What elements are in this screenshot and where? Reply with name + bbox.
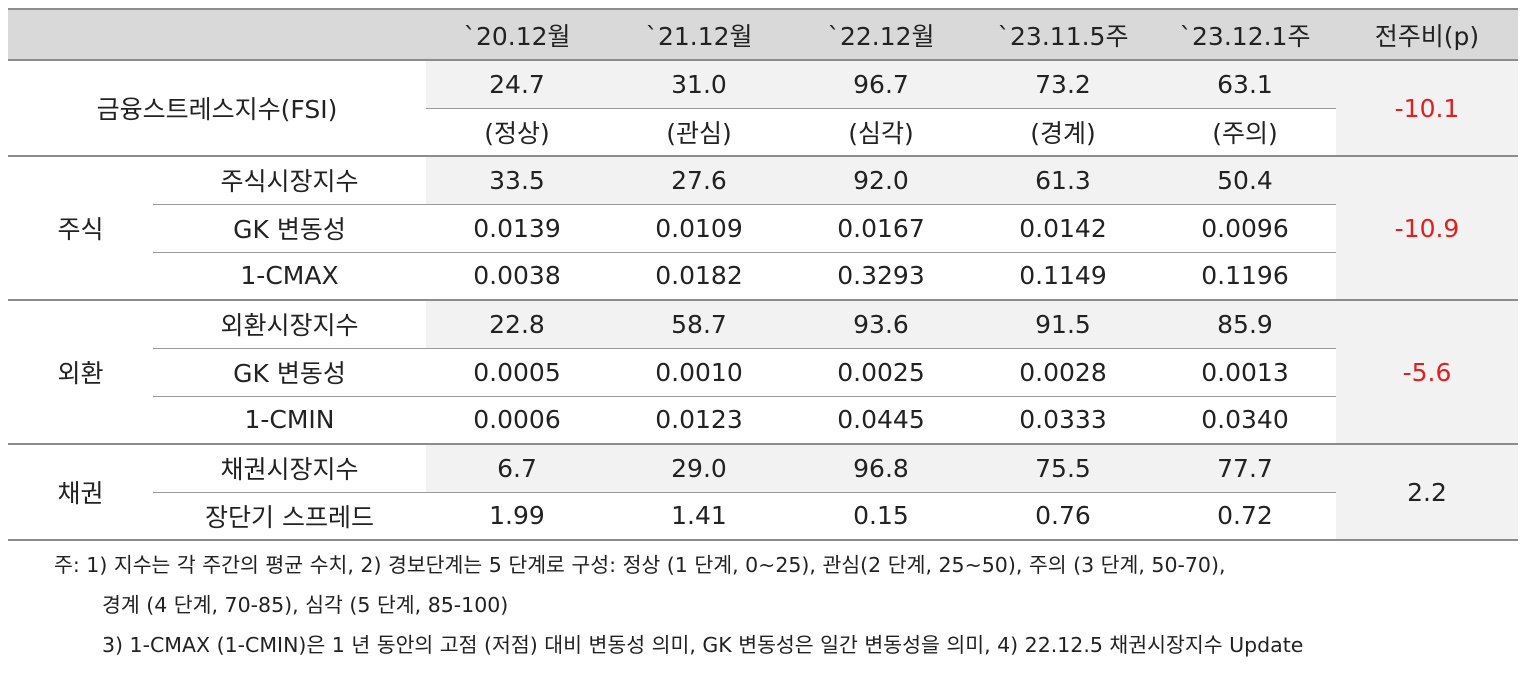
cell: 22.8 [426, 300, 608, 349]
fsi-value-row: 금융스트레스지수(FSI) 24.7 31.0 96.7 73.2 63.1 -… [8, 60, 1518, 157]
cell: 1.99 [426, 492, 608, 541]
cell: 0.0123 [608, 396, 790, 445]
cell: 58.7 [608, 300, 790, 349]
cell: 0.0333 [972, 396, 1154, 445]
row-label: 주식시장지수 [153, 156, 426, 205]
header-change: 전주비(p) [1336, 8, 1518, 61]
cell: 75.5 [972, 444, 1154, 493]
fsi-status-row: (정상) (관심) (심각) (경계) (주의) [8, 108, 1518, 157]
cell: 0.0167 [790, 204, 972, 253]
cell: 85.9 [1154, 300, 1336, 349]
header-col: `23.11.5주 [972, 8, 1154, 61]
fsi-value: 31.0 [608, 60, 790, 109]
row-label: 장단기 스프레드 [153, 492, 426, 541]
table-row: 1-CMAX 0.0038 0.0182 0.3293 0.1149 0.119… [8, 252, 1518, 301]
fsi-status: (관심) [608, 108, 790, 157]
fsi-value: 63.1 [1154, 60, 1336, 109]
fsi-value: 96.7 [790, 60, 972, 109]
cell: 0.0142 [972, 204, 1154, 253]
cell: 33.5 [426, 156, 608, 205]
cell: 0.3293 [790, 252, 972, 301]
fsi-label: 금융스트레스지수(FSI) [8, 60, 426, 157]
fsi-status: (정상) [426, 108, 608, 157]
cell: 0.0006 [426, 396, 608, 445]
fsi-status: (심각) [790, 108, 972, 157]
table-row: 채권 채권시장지수 6.7 29.0 96.8 75.5 77.7 2.2 [8, 444, 1518, 541]
row-label: 1-CMAX [153, 252, 426, 301]
table-row: GK 변동성 0.0005 0.0010 0.0025 0.0028 0.001… [8, 348, 1518, 397]
cell: 91.5 [972, 300, 1154, 349]
cell: 0.15 [790, 492, 972, 541]
cell: 0.0096 [1154, 204, 1336, 253]
header-col: `22.12월 [790, 8, 972, 61]
fsi-value: 73.2 [972, 60, 1154, 109]
cell: 0.0028 [972, 348, 1154, 397]
bond-change: 2.2 [1336, 444, 1518, 541]
header-row: `20.12월 `21.12월 `22.12월 `23.11.5주 `23.12… [8, 8, 1518, 61]
cell: 1.41 [608, 492, 790, 541]
cell: 93.6 [790, 300, 972, 349]
cell: 0.0038 [426, 252, 608, 301]
row-label: 1-CMIN [153, 396, 426, 445]
group-label-bond: 채권 [8, 444, 153, 541]
header-col: `23.12.1주 [1154, 8, 1336, 61]
cell: 0.0445 [790, 396, 972, 445]
fsi-status: (경계) [972, 108, 1154, 157]
cell: 0.0010 [608, 348, 790, 397]
cell: 77.7 [1154, 444, 1336, 493]
cell: 96.8 [790, 444, 972, 493]
cell: 0.0182 [608, 252, 790, 301]
footnote-line: 경계 (4 단계, 70-85), 심각 (5 단계, 85-100) [102, 593, 509, 617]
row-label: 외환시장지수 [153, 300, 426, 349]
cell: 0.0340 [1154, 396, 1336, 445]
cell: 0.72 [1154, 492, 1336, 541]
stock-change: -10.9 [1336, 156, 1518, 301]
cell: 0.1149 [972, 252, 1154, 301]
footnote-line: 3) 1-CMAX (1-CMIN)은 1 년 동안의 고점 (저점) 대비 변… [102, 633, 1304, 657]
table-row: GK 변동성 0.0139 0.0109 0.0167 0.0142 0.009… [8, 204, 1518, 253]
cell: 0.0139 [426, 204, 608, 253]
cell: 29.0 [608, 444, 790, 493]
table-row: 1-CMIN 0.0006 0.0123 0.0445 0.0333 0.034… [8, 396, 1518, 445]
cell: 0.0013 [1154, 348, 1336, 397]
group-label-fx: 외환 [8, 300, 153, 445]
fx-change: -5.6 [1336, 300, 1518, 445]
footnotes: 주: 1) 지수는 각 주간의 평균 수치, 2) 경보단계는 5 단계로 구성… [8, 545, 1518, 665]
row-label: 채권시장지수 [153, 444, 426, 493]
cell: 50.4 [1154, 156, 1336, 205]
cell: 0.1196 [1154, 252, 1336, 301]
fsi-change: -10.1 [1336, 60, 1518, 157]
cell: 61.3 [972, 156, 1154, 205]
footnote-line: 주: 1) 지수는 각 주간의 평균 수치, 2) 경보단계는 5 단계로 구성… [54, 553, 1226, 577]
header-blank [8, 8, 426, 61]
cell: 0.0109 [608, 204, 790, 253]
fsi-status: (주의) [1154, 108, 1336, 157]
fsi-table: `20.12월 `21.12월 `22.12월 `23.11.5주 `23.12… [8, 8, 1518, 541]
cell: 6.7 [426, 444, 608, 493]
group-label-stock: 주식 [8, 156, 153, 301]
cell: 27.6 [608, 156, 790, 205]
header-col: `21.12월 [608, 8, 790, 61]
row-label: GK 변동성 [153, 204, 426, 253]
table-row: 외환 외환시장지수 22.8 58.7 93.6 91.5 85.9 -5.6 [8, 300, 1518, 445]
table-row: 장단기 스프레드 1.99 1.41 0.15 0.76 0.72 [8, 492, 1518, 541]
cell: 0.0025 [790, 348, 972, 397]
row-label: GK 변동성 [153, 348, 426, 397]
cell: 0.76 [972, 492, 1154, 541]
fsi-report: `20.12월 `21.12월 `22.12월 `23.11.5주 `23.12… [8, 8, 1518, 665]
cell: 0.0005 [426, 348, 608, 397]
cell: 92.0 [790, 156, 972, 205]
table-row: 주식 주식시장지수 33.5 27.6 92.0 61.3 50.4 -10.9 [8, 156, 1518, 301]
header-col: `20.12월 [426, 8, 608, 61]
fsi-value: 24.7 [426, 60, 608, 109]
